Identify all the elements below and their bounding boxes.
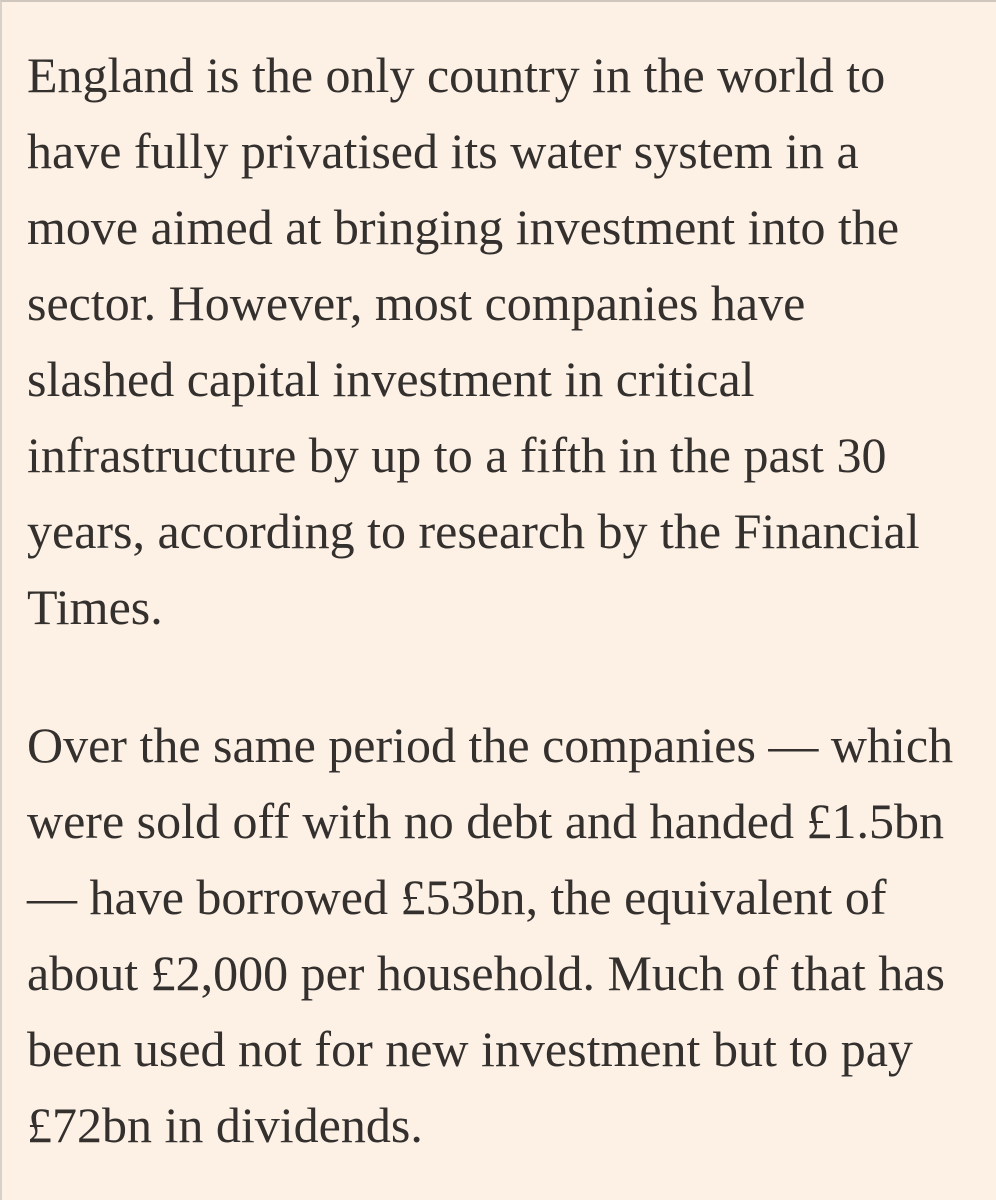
paragraph: England is the only country in the world… xyxy=(27,37,996,645)
paragraph: Over the same period the companies — whi… xyxy=(27,707,996,1163)
text-line: £72bn in dividends. xyxy=(27,1097,423,1153)
text-line: infrastructure by up to a fifth in the p… xyxy=(27,427,887,483)
text-line: years, according to research by the Fina… xyxy=(27,503,920,559)
text-line: move aimed at bringing investment into t… xyxy=(27,199,900,255)
text-line: Times. xyxy=(27,579,163,635)
text-line: slashed capital investment in critical xyxy=(27,351,755,407)
text-line: Over the same period the companies — whi… xyxy=(27,717,954,773)
text-line: about £2,000 per household. Much of that… xyxy=(27,945,945,1001)
text-line: have fully privatised its water system i… xyxy=(27,123,859,179)
text-line: sector. However, most companies have xyxy=(27,275,806,331)
text-line: were sold off with no debt and handed £1… xyxy=(27,793,944,849)
text-line: — have borrowed £53bn, the equivalent of xyxy=(27,869,887,925)
text-line: England is the only country in the world… xyxy=(27,47,886,103)
text-line: been used not for new investment but to … xyxy=(27,1021,913,1077)
